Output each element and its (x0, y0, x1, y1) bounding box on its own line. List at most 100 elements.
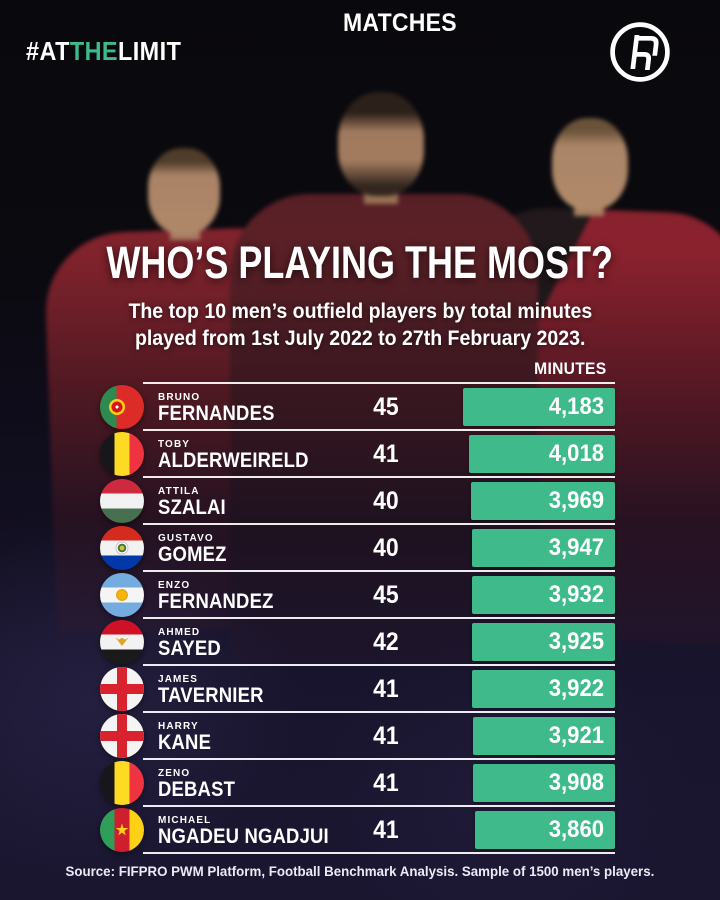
minutes-bar: 3,947 (472, 529, 615, 567)
player-name: AHMED SAYED (158, 619, 229, 666)
matches-value: 40 (372, 487, 399, 515)
flag-hungary-icon (100, 479, 144, 523)
hashtag-suffix: LIMIT (117, 36, 182, 66)
row-divider (143, 758, 615, 760)
campaign-hashtag: #ATTHELIMIT (26, 36, 181, 67)
minutes-value: 3,908 (548, 769, 604, 796)
player-first-name: ZENO (158, 766, 191, 779)
table-row: GUSTAVO GOMEZ 40 3,947 (0, 525, 720, 572)
minutes-value: 3,860 (548, 816, 604, 843)
player-last-name: FERNANDES (158, 401, 275, 425)
subtitle-line-2: played from 1st July 2022 to 27th Februa… (134, 327, 586, 350)
hashtag-highlight: THE (69, 36, 118, 66)
row-divider (143, 523, 615, 525)
page-subtitle: The top 10 men’s outfield players by tot… (0, 298, 720, 352)
player-first-name: MICHAEL (158, 813, 212, 826)
minutes-value: 3,921 (548, 722, 604, 749)
row-divider (143, 570, 615, 572)
player-name: ZENO DEBAST (158, 760, 246, 807)
rows: BRUNO FERNANDES 45 4,183 TOBY ALDERWEIRE… (0, 382, 720, 854)
matches-value: 41 (372, 722, 399, 750)
player-last-name: TAVERNIER (158, 683, 264, 707)
table-row: BRUNO FERNANDES 45 4,183 (0, 384, 720, 431)
flag-england-icon (100, 714, 144, 758)
minutes-bar: 3,925 (472, 623, 615, 661)
player-first-name: BRUNO (158, 390, 201, 403)
player-name: ATTILA SZALAI (158, 478, 235, 525)
matches-value: 42 (372, 628, 399, 656)
player-last-name: DEBAST (158, 777, 236, 801)
column-header-minutes: MINUTES (533, 359, 607, 378)
matches-value: 40 (372, 534, 399, 562)
minutes-value: 3,925 (548, 628, 604, 655)
row-divider (143, 617, 615, 619)
player-name: GUSTAVO GOMEZ (158, 525, 236, 572)
minutes-value: 4,018 (548, 440, 604, 467)
player-last-name: SAYED (158, 636, 221, 660)
player-last-name: KANE (158, 730, 212, 754)
table-top-divider (143, 382, 615, 384)
row-divider (143, 664, 615, 666)
player-first-name: HARRY (158, 719, 199, 732)
minutes-value: 3,922 (548, 675, 604, 702)
flag-egypt-icon (100, 620, 144, 664)
player-first-name: AHMED (158, 625, 201, 638)
minutes-bar: 4,183 (463, 388, 615, 426)
flag-belgium-icon (100, 761, 144, 805)
player-name: HARRY KANE (158, 713, 218, 760)
flag-argentina-icon (100, 573, 144, 617)
matches-value: 45 (372, 581, 399, 609)
page-title: WHO’S PLAYING THE MOST? (106, 237, 614, 288)
flag-portugal-icon (100, 385, 144, 429)
source-note: Source: FIFPRO PWM Platform, Football Be… (65, 863, 655, 879)
player-last-name: FERNANDEZ (158, 589, 274, 613)
row-divider (143, 476, 615, 478)
minutes-value: 3,932 (548, 581, 604, 608)
player-name: TOBY ALDERWEIRELD (158, 431, 329, 478)
table-row: HARRY KANE 41 3,921 (0, 713, 720, 760)
subtitle-line-1: The top 10 men’s outfield players by tot… (128, 300, 592, 323)
matches-value: 41 (372, 440, 399, 468)
player-last-name: GOMEZ (158, 542, 227, 566)
flag-paraguay-icon (100, 526, 144, 570)
row-divider (143, 805, 615, 807)
minutes-value: 4,183 (548, 393, 604, 420)
flag-cameroon-icon (100, 808, 144, 852)
table-row: AHMED SAYED 42 3,925 (0, 619, 720, 666)
matches-value: 45 (372, 393, 399, 421)
minutes-value: 3,969 (548, 487, 604, 514)
player-name: ENZO FERNANDEZ (158, 572, 289, 619)
matches-value: 41 (372, 675, 399, 703)
matches-value: 41 (372, 816, 399, 844)
table-row: ZENO DEBAST 41 3,908 (0, 760, 720, 807)
flag-belgium-icon (100, 432, 144, 476)
minutes-bar: 3,908 (473, 764, 615, 802)
player-first-name: ATTILA (158, 484, 200, 497)
hashtag-prefix: #AT (26, 36, 70, 66)
player-first-name: TOBY (158, 437, 191, 450)
fifpro-logo-icon (610, 22, 670, 82)
player-name: BRUNO FERNANDES (158, 384, 290, 431)
row-divider (143, 429, 615, 431)
matches-value: 41 (372, 769, 399, 797)
player-first-name: ENZO (158, 578, 191, 591)
minutes-bar: 3,932 (472, 576, 615, 614)
table-row: TOBY ALDERWEIRELD 41 4,018 (0, 431, 720, 478)
player-first-name: JAMES (158, 672, 199, 685)
minutes-bar: 3,969 (471, 482, 615, 520)
player-last-name: ALDERWEIRELD (158, 448, 309, 472)
player-last-name: SZALAI (158, 495, 226, 519)
table-row: ATTILA SZALAI 40 3,969 (0, 478, 720, 525)
row-divider (143, 711, 615, 713)
minutes-bar: 3,860 (475, 811, 615, 849)
player-first-name: GUSTAVO (158, 531, 214, 544)
minutes-value: 3,947 (548, 534, 604, 561)
minutes-bar: 3,921 (473, 717, 615, 755)
player-name: MICHAEL NGADEU NGADJUI (158, 807, 352, 854)
flag-england-icon (100, 667, 144, 711)
column-header-matches: MATCHES (342, 9, 457, 37)
minutes-bar: 3,922 (472, 670, 615, 708)
player-name: JAMES TAVERNIER (158, 666, 278, 713)
player-last-name: NGADEU NGADJUI (158, 824, 329, 848)
